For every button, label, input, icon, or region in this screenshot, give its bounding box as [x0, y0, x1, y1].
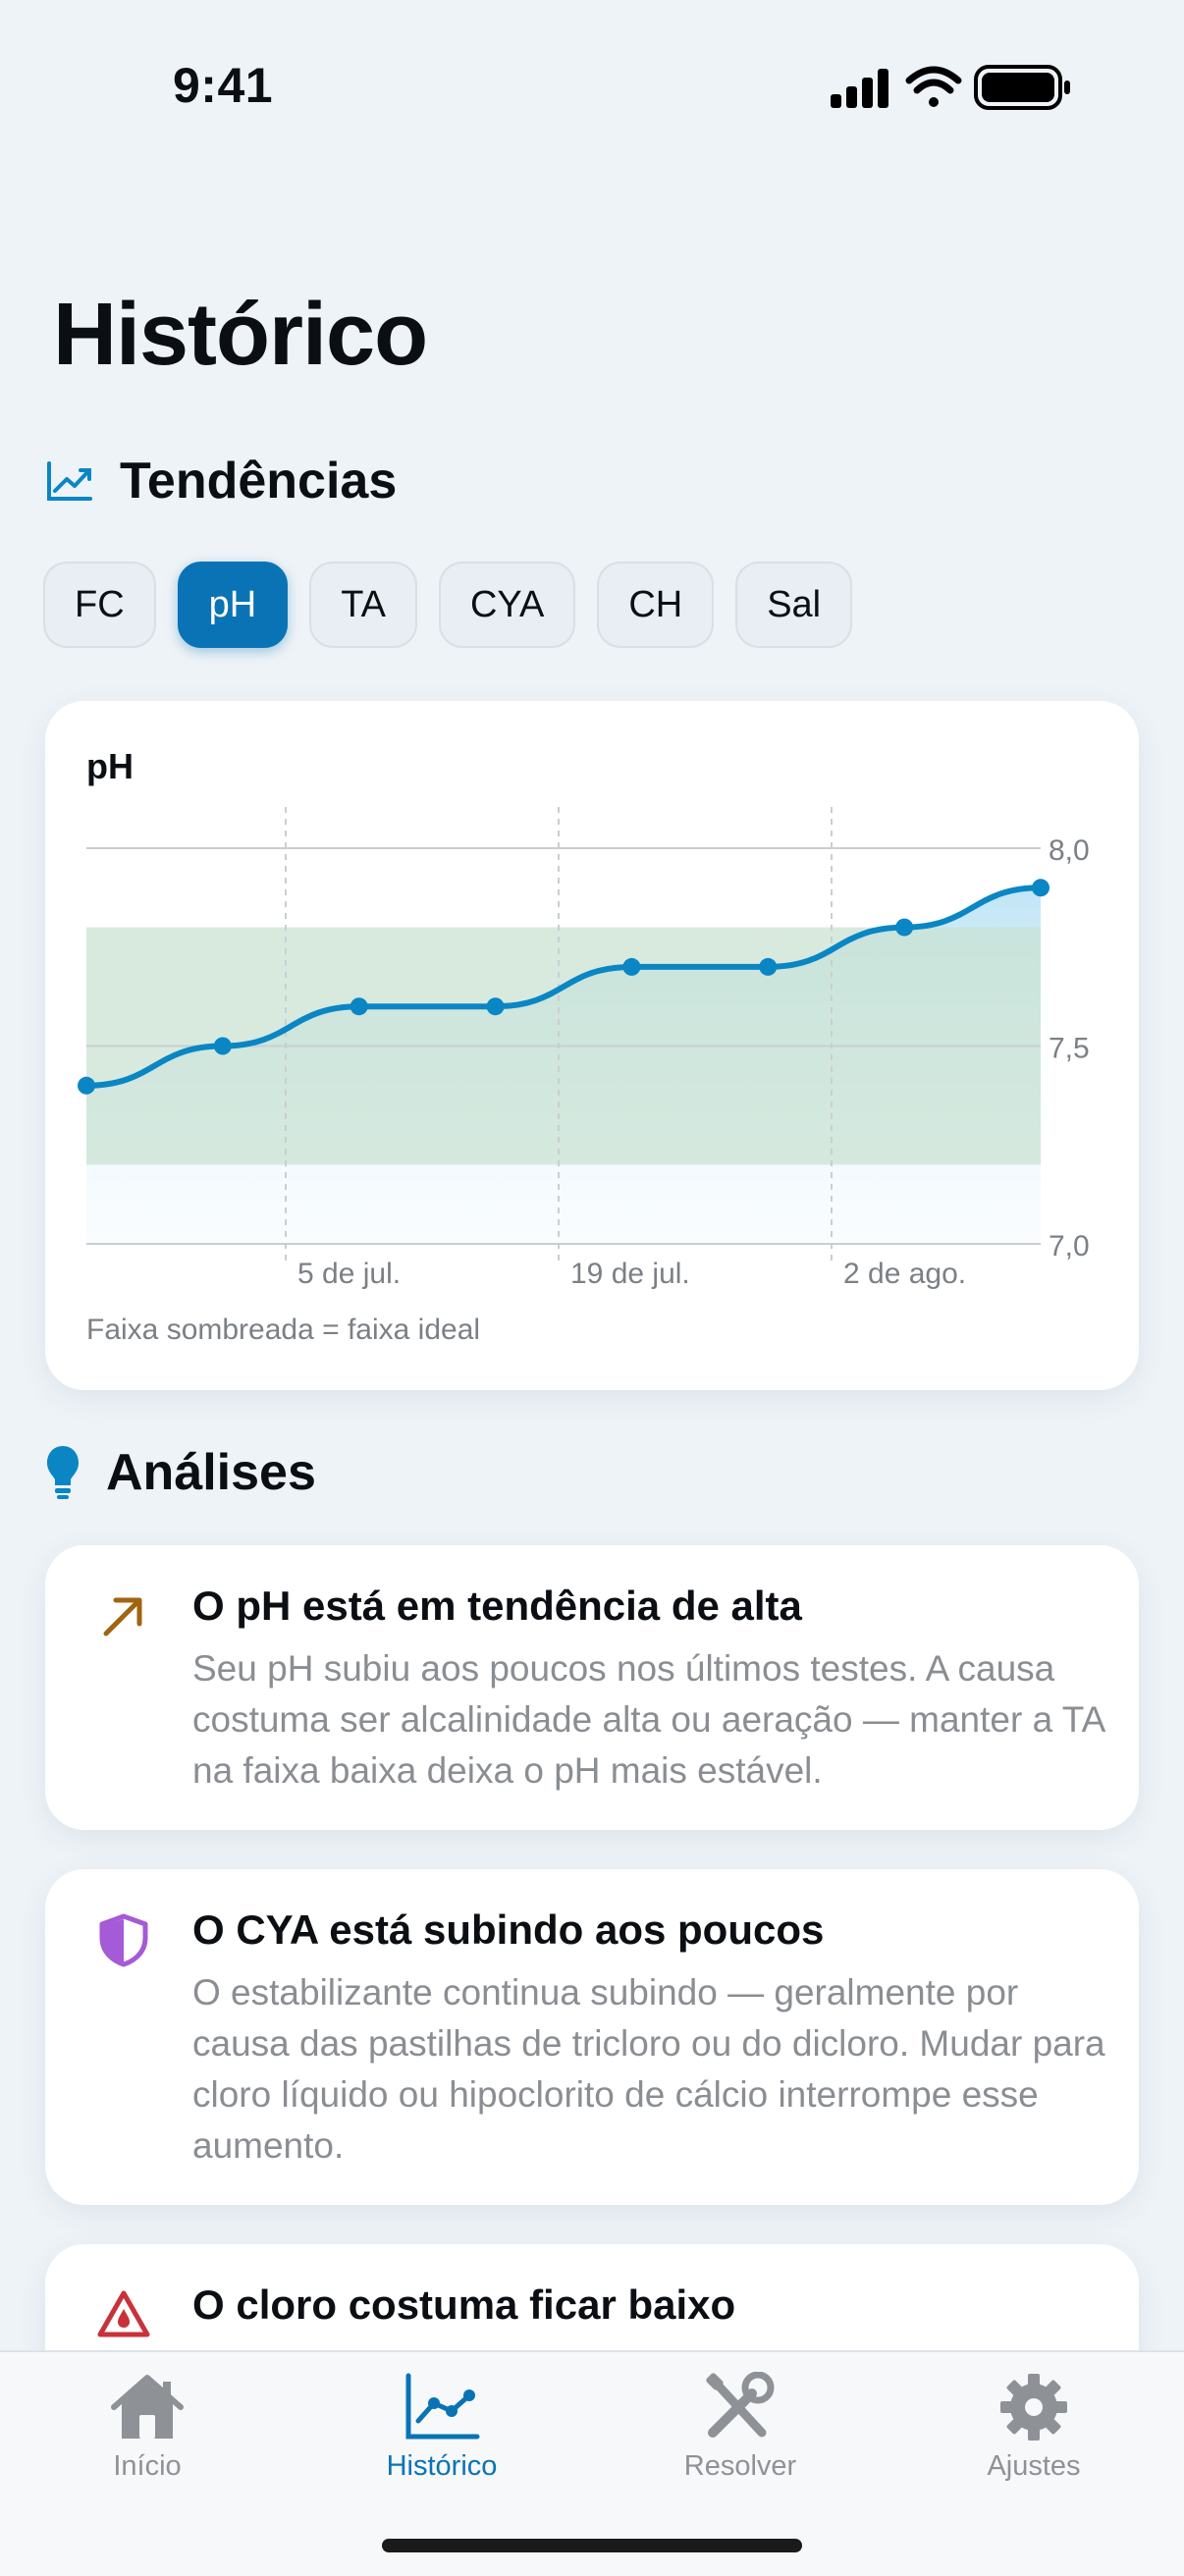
shield-icon: [99, 1913, 148, 1967]
gear-icon: [1000, 2374, 1067, 2441]
chart-note: Faixa sombreada = faixa ideal: [86, 1314, 481, 1346]
tab-label: Resolver: [683, 2450, 797, 2482]
data-point: [78, 1076, 95, 1095]
home-indicator: [382, 2539, 802, 2552]
status-time: 9:41: [173, 58, 274, 113]
insight-card-cya[interactable]: O CYA está subindo aos poucos O estabili…: [45, 1869, 1139, 2205]
chip-fc[interactable]: FC: [43, 562, 156, 648]
data-point: [486, 997, 505, 1016]
tab-ajustes[interactable]: Ajustes: [936, 2372, 1132, 2483]
chip-sal[interactable]: Sal: [735, 562, 853, 648]
tab-label: Histórico: [386, 2450, 498, 2482]
wifi-icon: [905, 66, 962, 107]
tab-historico[interactable]: Histórico: [344, 2372, 540, 2483]
insight-card-ph[interactable]: O pH está em tendência de alta Seu pH su…: [45, 1545, 1139, 1830]
data-point: [622, 957, 641, 976]
page-title: Histórico: [53, 286, 428, 384]
insight-text: O estabilizante continua subindo — geral…: [192, 1972, 1105, 2166]
chip-ta[interactable]: TA: [309, 562, 417, 648]
chart-card: 8,0 7,5 7,0 5 de jul. 19 de jul. 2 de ago. pH…: [45, 701, 1139, 1390]
tab-label: Início: [113, 2450, 182, 2482]
chip-cya[interactable]: CYA: [438, 562, 576, 648]
y-tick-label: 7,5: [1049, 1033, 1090, 1065]
x-tick-label: 19 de jul.: [570, 1258, 690, 1290]
x-tick-label: 5 de jul.: [297, 1258, 401, 1290]
insights-heading: Análises: [45, 1443, 316, 1502]
warning-drop-icon: [97, 2290, 150, 2337]
tab-bar: Início Histórico Resolver: [0, 2350, 1184, 2576]
trends-heading: Tendências: [45, 452, 397, 510]
tab-resolver[interactable]: Resolver: [642, 2372, 838, 2483]
y-tick-label: 8,0: [1049, 834, 1090, 867]
insight-title: O CYA está subindo aos poucos: [192, 1906, 825, 1953]
status-icons: [831, 65, 1070, 110]
trends-heading-label: Tendências: [120, 453, 398, 510]
data-point: [895, 918, 914, 937]
signal-icon: [831, 69, 888, 108]
battery-icon: [974, 65, 1070, 110]
data-point: [350, 997, 368, 1016]
data-point: [213, 1037, 232, 1055]
trend-chart-icon: [47, 461, 92, 501]
data-point: [759, 957, 778, 976]
chart-icon: [405, 2373, 480, 2440]
x-tick-label: 2 de ago.: [843, 1258, 966, 1290]
lightbulb-icon: [47, 1446, 79, 1499]
insights-heading-label: Análises: [106, 1444, 316, 1501]
chart-title: pH: [86, 746, 134, 786]
insight-title: O pH está em tendência de alta: [192, 1583, 802, 1629]
chip-ph[interactable]: pH: [177, 562, 289, 648]
chip-ch[interactable]: CH: [597, 562, 715, 648]
metric-chips: FC pH TA CYA CH Sal: [43, 562, 853, 648]
y-tick-label: 7,0: [1049, 1230, 1090, 1262]
tools-icon: [706, 2372, 775, 2438]
series-line: [83, 885, 1044, 1089]
insight-title: O cloro costuma ficar baixo: [192, 2281, 736, 2328]
tab-label: Ajustes: [987, 2450, 1081, 2482]
arrow-up-right-icon: [103, 1597, 142, 1637]
tab-inicio[interactable]: Início: [49, 2372, 245, 2483]
data-point: [1032, 879, 1049, 897]
insight-text: Seu pH subiu aos poucos nos últimos test…: [192, 1648, 1104, 1791]
house-icon: [111, 2375, 184, 2439]
ph-chart: 8,0 7,5 7,0 5 de jul. 19 de jul. 2 de ago.: [78, 807, 1090, 1290]
